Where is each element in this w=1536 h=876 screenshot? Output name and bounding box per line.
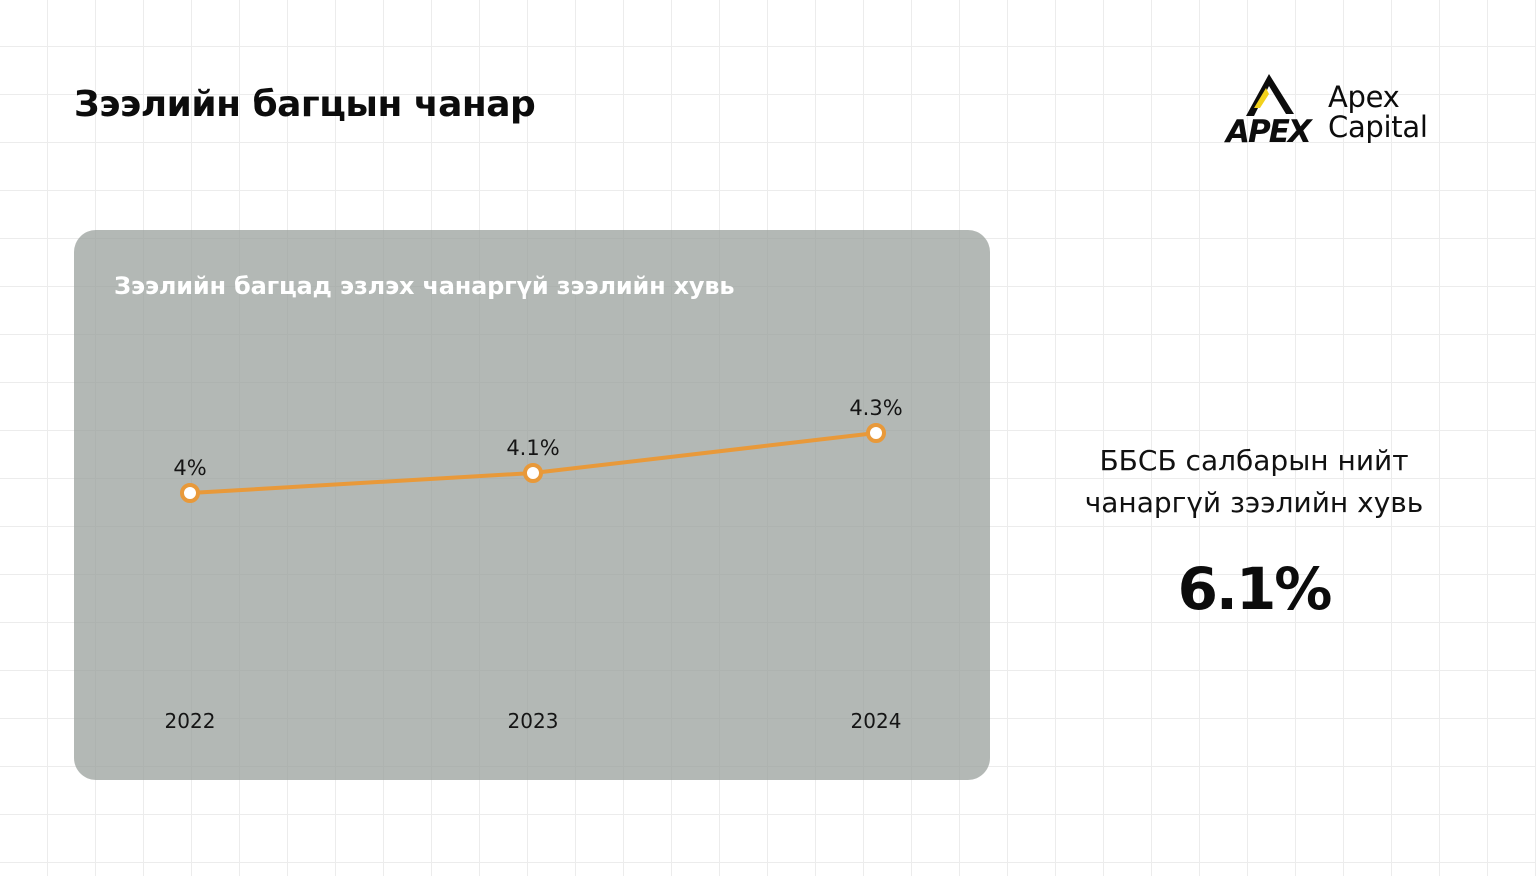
logo-name-line1: Apex	[1328, 80, 1400, 114]
stat-label-line2: чанаргүй зээлийн хувь	[1084, 486, 1424, 519]
data-point-2024	[866, 423, 886, 443]
stat-label-line1: ББСБ салбарын нийт	[1099, 444, 1409, 477]
x-tick-label-2022: 2022	[165, 709, 216, 733]
data-point-2023	[523, 463, 543, 483]
page-title: Зээлийн багцын чанар	[74, 84, 536, 125]
data-label-2022: 4%	[173, 456, 206, 480]
npl-line-chart: 4% 4.1% 4.3% 2022 2023 2024	[165, 396, 903, 733]
npl-chart-card: Зээлийн багцад эзлэх чанаргүй зээлийн ху…	[74, 230, 990, 780]
chart-title: Зээлийн багцад эзлэх чанаргүй зээлийн ху…	[114, 272, 735, 300]
logo-mark-text: APEX	[1224, 114, 1314, 150]
logo-accent-icon	[1254, 88, 1269, 108]
x-tick-label-2023: 2023	[508, 709, 559, 733]
logo-name-line2: Capital	[1328, 110, 1428, 144]
data-label-2023: 4.1%	[506, 436, 559, 460]
apex-logo-icon: APEX	[1224, 74, 1316, 150]
logo-wordmark: Apex Capital	[1328, 82, 1428, 142]
stat-value: 6.1%	[1177, 555, 1333, 623]
data-label-2024: 4.3%	[849, 396, 902, 420]
data-point-2022	[180, 483, 200, 503]
x-tick-label-2024: 2024	[851, 709, 902, 733]
apex-capital-logo: APEX Apex Capital	[1224, 70, 1464, 150]
stat-label: ББСБ салбарын нийт чанаргүй зээлийн хувь	[1040, 440, 1468, 524]
